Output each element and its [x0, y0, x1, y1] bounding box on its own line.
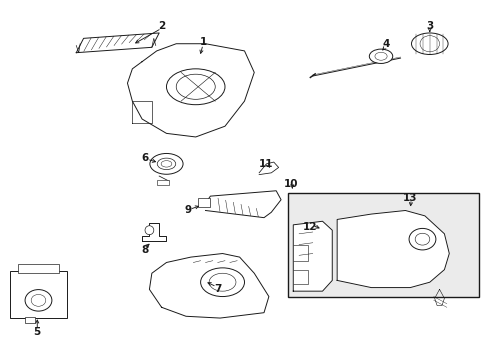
- Polygon shape: [259, 162, 278, 175]
- Ellipse shape: [200, 268, 244, 297]
- Text: 6: 6: [141, 153, 148, 163]
- Text: 11: 11: [259, 159, 273, 169]
- Ellipse shape: [150, 153, 183, 174]
- Polygon shape: [149, 253, 268, 318]
- Text: 2: 2: [158, 21, 165, 31]
- Ellipse shape: [157, 158, 175, 170]
- Text: 13: 13: [402, 193, 417, 203]
- Text: 9: 9: [184, 206, 192, 216]
- Bar: [157, 180, 168, 185]
- Ellipse shape: [25, 289, 52, 311]
- Polygon shape: [293, 221, 331, 291]
- Ellipse shape: [145, 226, 154, 235]
- Text: 8: 8: [141, 245, 148, 255]
- Polygon shape: [336, 211, 448, 288]
- Text: 3: 3: [426, 21, 432, 31]
- Bar: [198, 198, 210, 207]
- Bar: [293, 244, 307, 261]
- Polygon shape: [76, 33, 159, 53]
- Polygon shape: [127, 44, 254, 137]
- Polygon shape: [142, 223, 166, 241]
- Bar: [10, 271, 66, 318]
- Text: 1: 1: [199, 37, 206, 47]
- Ellipse shape: [408, 228, 435, 250]
- Ellipse shape: [368, 49, 392, 63]
- Text: 10: 10: [283, 179, 298, 189]
- Bar: [25, 317, 35, 323]
- Ellipse shape: [411, 33, 447, 54]
- Polygon shape: [205, 191, 281, 218]
- Bar: [18, 264, 59, 273]
- Text: 12: 12: [303, 222, 317, 231]
- Text: 7: 7: [214, 284, 221, 294]
- Bar: [288, 193, 478, 297]
- Ellipse shape: [166, 69, 224, 105]
- Text: 5: 5: [34, 327, 41, 337]
- Text: 4: 4: [382, 39, 389, 49]
- Bar: [293, 270, 307, 284]
